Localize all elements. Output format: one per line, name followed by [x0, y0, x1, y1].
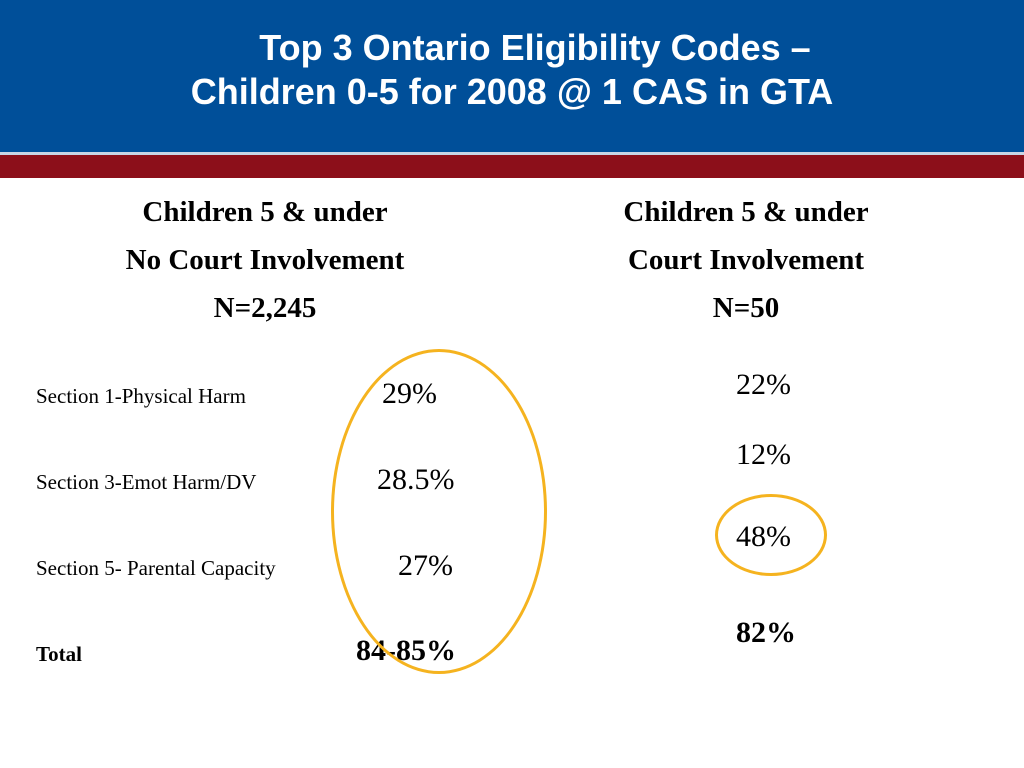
court-heading-line-2: Court Involvement — [627, 244, 864, 276]
court-value-total: 82% — [736, 616, 796, 649]
no-court-heading-line-1: Children 5 & under — [142, 196, 388, 228]
parental-capacity-highlight-circle — [715, 494, 827, 576]
banner-red-stripe — [0, 155, 1024, 178]
court-column-header: Children 5 & under Court Involvement N=5… — [516, 188, 976, 332]
row-label-total: Total — [36, 642, 82, 666]
row-label-parental-capacity: Section 5- Parental Capacity — [36, 556, 276, 580]
row-label-physical-harm: Section 1-Physical Harm — [36, 384, 246, 408]
row-label-emotional-harm: Section 3-Emot Harm/DV — [36, 470, 257, 494]
title-line-2: Children 0-5 for 2008 @ 1 CAS in GTA — [190, 71, 834, 112]
court-heading-line-1: Children 5 & under — [623, 196, 869, 228]
court-value-emotional-harm: 12% — [736, 438, 791, 471]
title-line-1: Top 3 Ontario Eligibility Codes – — [259, 27, 811, 68]
banner-divider — [0, 152, 1024, 155]
no-court-sample-size: N=2,245 — [213, 292, 317, 324]
no-court-column-header: Children 5 & under No Court Involvement … — [35, 188, 495, 332]
court-value-physical-harm: 22% — [736, 368, 791, 401]
court-sample-size: N=50 — [712, 292, 780, 324]
title-banner: Top 3 Ontario Eligibility Codes – Childr… — [0, 0, 1024, 152]
no-court-heading-line-2: No Court Involvement — [125, 244, 405, 276]
no-court-highlight-oval — [331, 349, 547, 674]
slide-title: Top 3 Ontario Eligibility Codes – Childr… — [0, 26, 1024, 114]
